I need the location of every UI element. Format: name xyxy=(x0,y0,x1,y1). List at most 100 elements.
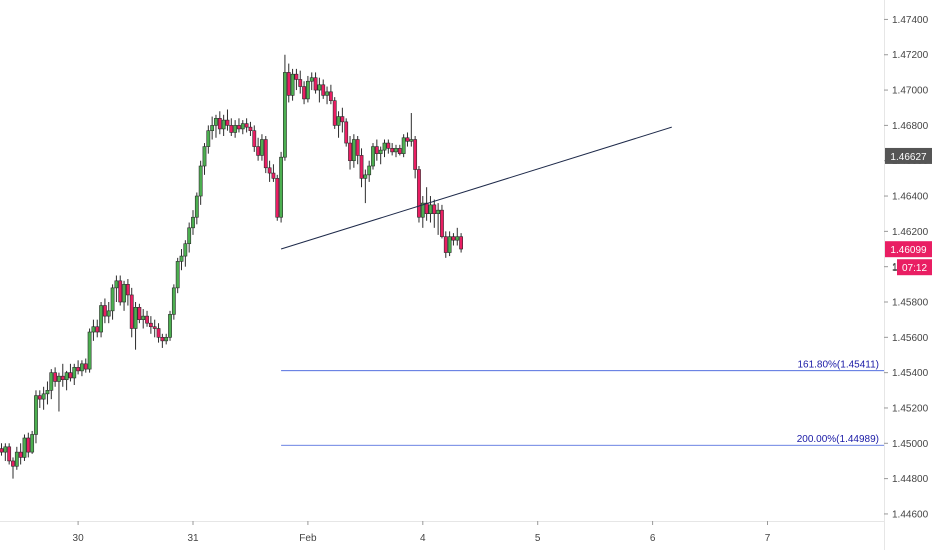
candle-body-down xyxy=(405,137,410,142)
candle-body-up xyxy=(325,91,329,96)
candle-body-down xyxy=(244,123,249,128)
price-tick-label: 1.45400 xyxy=(892,368,929,379)
candle-body-down xyxy=(148,322,153,328)
candle xyxy=(451,233,456,246)
candle-body-up xyxy=(91,326,96,333)
candle xyxy=(428,196,433,223)
candle xyxy=(344,118,349,147)
candle-body-down xyxy=(11,460,15,467)
countdown-badge xyxy=(897,259,932,276)
candle xyxy=(45,381,50,405)
candle-body-up xyxy=(279,156,283,218)
candle xyxy=(3,443,8,461)
candle xyxy=(18,443,23,465)
candle xyxy=(225,109,230,131)
time-tick-label: 30 xyxy=(73,533,85,544)
candle xyxy=(68,363,73,382)
candle-body-up xyxy=(336,116,341,126)
candle-body-down xyxy=(413,139,418,170)
candle-body-up xyxy=(305,80,310,100)
candle-body-up xyxy=(394,148,398,153)
candle-body-up xyxy=(133,307,138,329)
time-tick-label: 5 xyxy=(535,533,541,544)
candle xyxy=(440,204,444,239)
candle-body-down xyxy=(432,204,437,214)
candle xyxy=(294,68,299,91)
candle-body-down xyxy=(348,142,352,162)
candle-body-up xyxy=(34,395,38,435)
candle-body-down xyxy=(359,155,364,179)
candle-body-down xyxy=(229,125,234,133)
candle xyxy=(11,457,15,479)
candle xyxy=(217,111,222,135)
candle-body-down xyxy=(451,236,456,241)
candle-body-up xyxy=(14,451,19,467)
candle-body-down xyxy=(267,167,272,174)
candle-body-up xyxy=(49,372,54,391)
candle xyxy=(118,275,123,306)
candle-body-up xyxy=(80,363,84,372)
candle-body-up xyxy=(141,315,146,320)
fib-level-label: 200.00%(1.44989) xyxy=(797,434,879,445)
candle-body-down xyxy=(53,372,58,382)
candle xyxy=(279,151,283,223)
time-tick-label: 6 xyxy=(650,533,656,544)
candle-body-up xyxy=(436,209,441,214)
candle xyxy=(263,135,268,174)
candle-body-up xyxy=(179,255,184,262)
candle-body-up xyxy=(30,434,35,453)
fib-level-label: 161.80%(1.45411) xyxy=(797,360,879,371)
candle xyxy=(363,169,368,204)
candle xyxy=(83,358,88,373)
time-axis[interactable]: 30 31 Feb 4 5 6 7 xyxy=(0,521,884,544)
candle xyxy=(87,328,92,373)
trendline xyxy=(280,126,672,250)
candle xyxy=(417,166,421,223)
candle-body-down xyxy=(390,148,395,153)
candle xyxy=(171,284,176,320)
candle xyxy=(233,120,238,138)
candle xyxy=(313,72,318,94)
candle-body-up xyxy=(171,287,176,315)
candle-body-up xyxy=(122,284,126,303)
candle-body-down xyxy=(443,236,448,253)
candle xyxy=(271,164,276,182)
candle xyxy=(137,303,142,324)
candle-body-up xyxy=(428,204,433,214)
candle-body-up xyxy=(45,390,50,395)
price-tick-label: 1.46400 xyxy=(892,192,929,203)
time-tick-label: Feb xyxy=(299,533,317,544)
price-tick-label: 1.46200 xyxy=(892,227,929,238)
candle-body-up xyxy=(447,236,452,253)
candle xyxy=(386,139,391,154)
candle xyxy=(110,284,115,320)
price-tick-label: 1.46800 xyxy=(892,121,929,132)
candle-body-up xyxy=(175,261,180,289)
candle-body-up xyxy=(110,287,115,312)
candle-body-up xyxy=(202,146,207,167)
price-tick-label: 1.47000 xyxy=(892,86,929,97)
candle xyxy=(443,231,448,258)
candle xyxy=(275,174,280,221)
candle xyxy=(57,372,61,412)
candle xyxy=(455,227,460,246)
candle-body-down xyxy=(286,72,291,96)
candle xyxy=(332,97,337,129)
candle-body-up xyxy=(57,375,61,382)
candle-body-up xyxy=(22,437,27,458)
candle xyxy=(160,333,165,348)
candle-body-down xyxy=(225,119,230,126)
candle xyxy=(30,430,35,454)
candle xyxy=(413,135,418,179)
candle-body-down xyxy=(118,280,123,303)
candle xyxy=(355,135,360,165)
candle xyxy=(348,135,352,170)
candle-body-down xyxy=(417,169,421,218)
candle-body-down xyxy=(275,178,280,218)
current-price-text: 1.46627 xyxy=(890,152,927,163)
candle xyxy=(122,280,126,311)
candle-body-up xyxy=(409,139,414,142)
time-tick-label: 4 xyxy=(420,533,426,544)
